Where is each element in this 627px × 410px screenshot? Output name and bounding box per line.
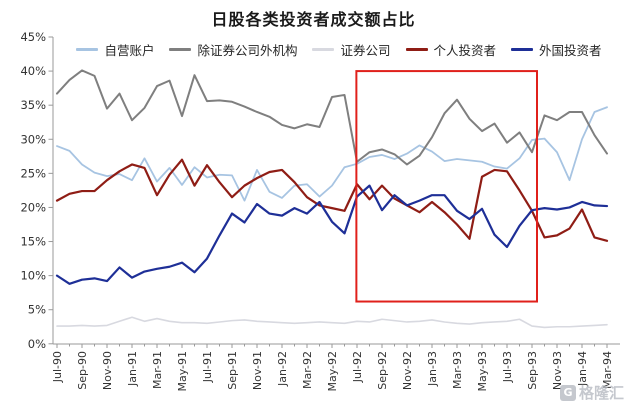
y-tick-label: 25% (20, 166, 46, 180)
y-tick-label: 15% (20, 235, 46, 249)
y-tick-label: 35% (20, 98, 46, 112)
x-tick-label: Sep-93 (526, 351, 539, 390)
y-tick-label: 5% (28, 303, 46, 317)
series-line-0 (56, 106, 608, 202)
y-tick-label: 45% (20, 30, 46, 44)
x-tick-label: Jul-93 (501, 351, 514, 383)
x-tick-label: Mar-94 (601, 351, 614, 389)
x-tick-label: Jan-91 (126, 351, 139, 387)
watermark-text: 格隆汇 (578, 384, 624, 402)
x-tick-label: Jul-92 (351, 351, 364, 383)
x-tick-label: Jan-92 (276, 351, 289, 387)
x-tick-label: May-93 (476, 351, 489, 392)
watermark-logo-icon: G (559, 384, 576, 401)
y-tick-label: 20% (20, 200, 46, 214)
x-tick-label: Jan-94 (576, 351, 589, 387)
x-tick-label: Nov-93 (551, 351, 564, 390)
x-tick-label: May-92 (326, 351, 339, 392)
x-tick-label: Nov-92 (401, 351, 414, 390)
x-tick-label: Mar-91 (151, 351, 164, 389)
x-tick-label: Sep-91 (226, 351, 239, 390)
watermark: G 格隆汇 (559, 382, 624, 403)
series-line-3 (55, 158, 609, 242)
series-line-2 (56, 316, 608, 329)
y-tick-label: 40% (20, 64, 46, 78)
chart-title: 日股各类投资者成交额占比 (211, 10, 416, 29)
x-tick-label: Jul-91 (201, 351, 214, 383)
y-tick-label: 10% (20, 269, 46, 283)
x-tick-label: Sep-92 (376, 351, 389, 390)
series-line-4 (55, 184, 609, 285)
y-tick-label: 0% (28, 337, 46, 351)
highlight-box (355, 70, 538, 303)
x-tick-label: Mar-93 (451, 351, 464, 389)
x-tick-label: Mar-92 (301, 351, 314, 389)
x-tick-label: Jul-90 (51, 351, 64, 383)
series-line-1 (56, 69, 608, 166)
x-tick-label: Jan-93 (426, 351, 439, 387)
x-tick-label: May-91 (176, 351, 189, 392)
x-tick-label: Nov-91 (251, 351, 264, 390)
x-tick-label: Sep-90 (76, 351, 89, 390)
x-tick-label: Nov-90 (101, 351, 114, 390)
y-tick-label: 30% (20, 132, 46, 146)
